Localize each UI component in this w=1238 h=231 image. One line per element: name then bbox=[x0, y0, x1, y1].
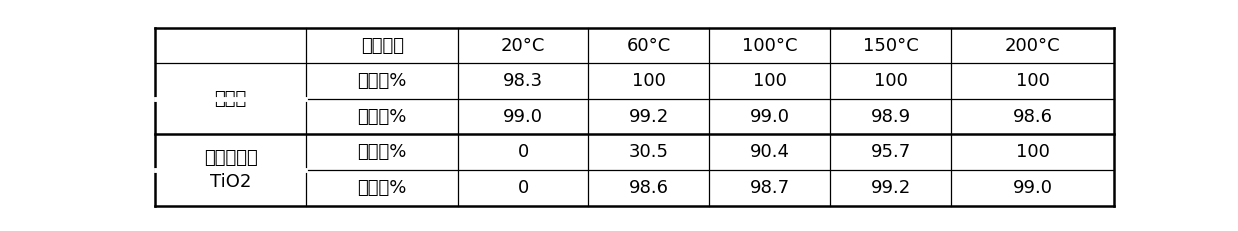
Text: 99.0: 99.0 bbox=[750, 108, 790, 126]
Text: 99.0: 99.0 bbox=[1013, 179, 1052, 197]
Text: 100°C: 100°C bbox=[742, 36, 797, 55]
Text: 100: 100 bbox=[631, 72, 666, 90]
Text: 150°C: 150°C bbox=[863, 36, 919, 55]
Text: 98.9: 98.9 bbox=[870, 108, 911, 126]
Text: 0: 0 bbox=[517, 179, 529, 197]
Text: 200°C: 200°C bbox=[1005, 36, 1061, 55]
Text: 100: 100 bbox=[1015, 72, 1050, 90]
Text: 100: 100 bbox=[874, 72, 907, 90]
Text: 99.2: 99.2 bbox=[629, 108, 669, 126]
Text: 对比催化剂
TiO2: 对比催化剂 TiO2 bbox=[204, 149, 258, 191]
Text: 转化率%: 转化率% bbox=[358, 143, 407, 161]
Text: 98.6: 98.6 bbox=[1013, 108, 1052, 126]
Text: 98.6: 98.6 bbox=[629, 179, 669, 197]
Text: 99.0: 99.0 bbox=[503, 108, 543, 126]
Text: 选择性%: 选择性% bbox=[358, 108, 407, 126]
Text: 98.7: 98.7 bbox=[750, 179, 790, 197]
Text: 30.5: 30.5 bbox=[629, 143, 669, 161]
Text: 催化剂: 催化剂 bbox=[214, 90, 246, 108]
Text: 60°C: 60°C bbox=[626, 36, 671, 55]
Text: 0: 0 bbox=[517, 143, 529, 161]
Text: 98.3: 98.3 bbox=[503, 72, 543, 90]
Text: 转化率%: 转化率% bbox=[358, 72, 407, 90]
Text: 20°C: 20°C bbox=[501, 36, 546, 55]
Text: 95.7: 95.7 bbox=[870, 143, 911, 161]
Text: 90.4: 90.4 bbox=[750, 143, 790, 161]
Text: 99.2: 99.2 bbox=[870, 179, 911, 197]
Text: 100: 100 bbox=[753, 72, 786, 90]
Text: 反应温度: 反应温度 bbox=[360, 36, 404, 55]
Text: 100: 100 bbox=[1015, 143, 1050, 161]
Text: 选择性%: 选择性% bbox=[358, 179, 407, 197]
